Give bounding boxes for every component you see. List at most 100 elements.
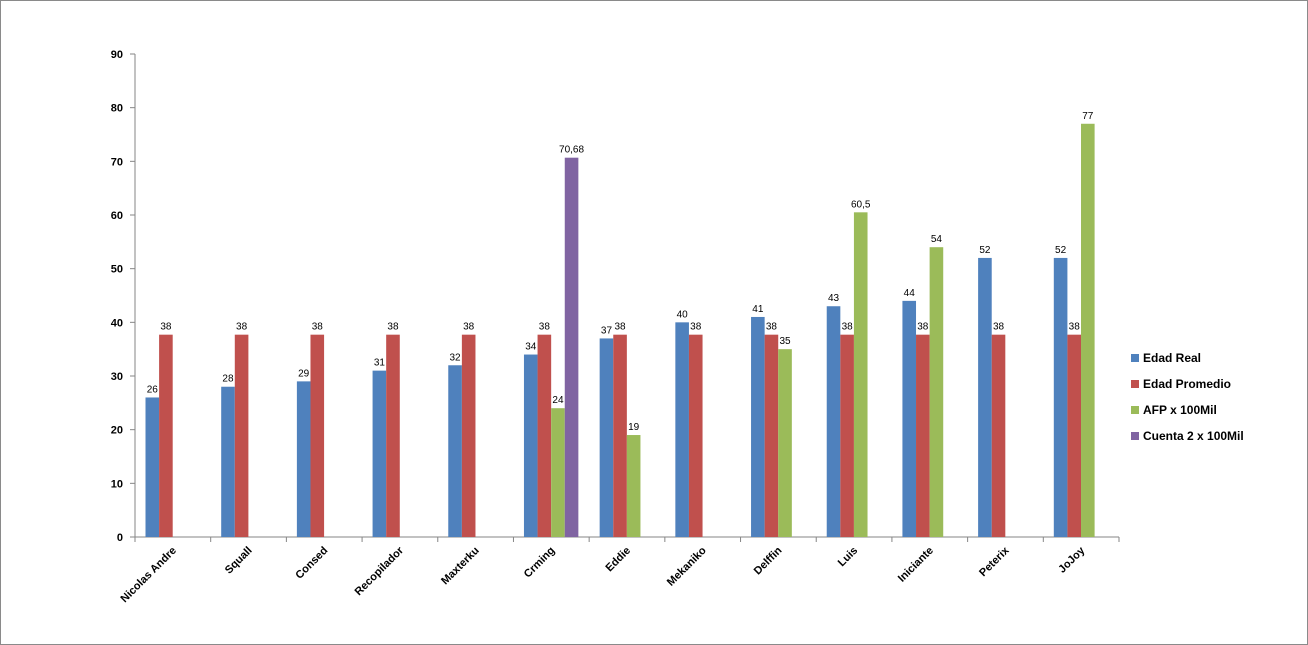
bar — [386, 334, 400, 537]
data-label: 38 — [160, 322, 172, 333]
bar — [551, 408, 565, 537]
y-tick-label: 90 — [111, 49, 123, 61]
bar — [372, 370, 387, 537]
data-labels: 26 28 29 31 32 34 37 40 41 43 44 52 52 38 38 38 38 38 38 38… — [147, 111, 1094, 433]
category-labels: Nicolas Andre Squall Consed Recopilador Maxt… — [118, 544, 1087, 605]
bar — [902, 300, 917, 537]
data-label: 41 — [752, 304, 764, 315]
y-tick-label: 20 — [111, 425, 123, 437]
bars — [145, 123, 1095, 538]
data-label: 38 — [842, 322, 854, 333]
category-label: Nicolas Andre — [118, 545, 179, 606]
bar — [613, 334, 627, 537]
data-label: 52 — [1055, 245, 1067, 256]
legend-swatch — [1131, 406, 1139, 414]
category-label: Crming — [522, 545, 558, 581]
data-label: 38 — [917, 322, 929, 333]
data-label: 38 — [1069, 322, 1081, 333]
data-label: 35 — [779, 336, 791, 347]
legend-swatch — [1131, 432, 1139, 440]
data-label: 44 — [904, 288, 916, 299]
data-label: 54 — [931, 234, 943, 245]
y-tick-label: 50 — [111, 264, 123, 276]
legend-swatch — [1131, 354, 1139, 362]
data-label: 38 — [614, 322, 626, 333]
bar — [778, 349, 792, 537]
legend-label: Edad Real — [1143, 351, 1201, 365]
bar — [537, 334, 552, 537]
bar — [145, 397, 160, 537]
y-tick-label: 0 — [117, 532, 123, 544]
bar — [675, 322, 689, 537]
bar — [751, 316, 765, 537]
bar — [1067, 334, 1082, 537]
data-label: 38 — [463, 322, 475, 333]
category-label: Peterix — [977, 544, 1012, 579]
y-tick-label: 40 — [111, 317, 123, 329]
bar — [234, 334, 249, 537]
legend-swatch — [1131, 380, 1139, 388]
bar — [1053, 257, 1068, 537]
data-label: 34 — [525, 342, 537, 353]
data-label: 31 — [374, 358, 386, 369]
bar — [853, 212, 868, 538]
bar — [991, 334, 1006, 537]
data-label: 70,68 — [559, 145, 584, 156]
category-label: Maxterku — [439, 545, 482, 588]
data-label: 38 — [766, 322, 778, 333]
data-label: 52 — [979, 245, 991, 256]
bar — [523, 354, 538, 537]
bar — [916, 334, 930, 537]
y-tick-label: 70 — [111, 156, 123, 168]
bar — [929, 247, 944, 537]
data-label: 29 — [298, 368, 310, 379]
bar — [296, 381, 311, 537]
category-label: Squall — [223, 545, 255, 577]
bar — [310, 334, 325, 537]
legend-label: Edad Promedio — [1143, 377, 1231, 391]
bar — [626, 435, 641, 537]
data-label: 32 — [450, 352, 462, 363]
category-label: Iniciante — [896, 545, 936, 585]
category-label: Consed — [293, 545, 330, 582]
category-label: Delffin — [752, 544, 785, 577]
data-label: 19 — [628, 422, 640, 433]
category-label: Mekaniko — [665, 544, 709, 588]
bar — [221, 386, 235, 537]
bar — [599, 338, 614, 537]
y-tick-label: 80 — [111, 103, 123, 115]
data-label: 38 — [690, 322, 702, 333]
bar — [826, 306, 841, 537]
data-label: 28 — [222, 374, 234, 385]
y-tick-label: 60 — [111, 210, 123, 222]
y-tick-label: 30 — [111, 371, 123, 383]
data-label: 38 — [312, 322, 324, 333]
legend-label: Cuenta 2 x 100Mil — [1143, 429, 1244, 443]
data-label: 38 — [387, 322, 399, 333]
category-label: Recopilador — [353, 544, 407, 598]
bar — [564, 157, 579, 537]
data-label: 38 — [236, 322, 248, 333]
y-tick-label: 10 — [111, 478, 123, 490]
data-label: 24 — [552, 395, 564, 406]
category-label: Luis — [836, 545, 860, 569]
bar — [1081, 123, 1095, 538]
bar — [461, 334, 476, 537]
data-label: 40 — [677, 309, 689, 320]
bar — [159, 334, 173, 537]
data-label: 37 — [601, 325, 613, 336]
bar — [764, 334, 779, 537]
legend-label: AFP x 100Mil — [1143, 403, 1217, 417]
data-label: 77 — [1082, 111, 1094, 122]
category-label: Eddie — [603, 545, 633, 575]
legend: Edad Real Edad Promedio AFP x 100Mil Cuenta… — [1131, 351, 1244, 443]
bar — [840, 334, 854, 537]
data-label: 26 — [147, 384, 159, 395]
data-label: 60,5 — [851, 199, 871, 210]
bar — [688, 334, 703, 537]
data-label: 43 — [828, 293, 840, 304]
data-label: 38 — [993, 322, 1005, 333]
category-label: JoJoy — [1056, 544, 1088, 576]
